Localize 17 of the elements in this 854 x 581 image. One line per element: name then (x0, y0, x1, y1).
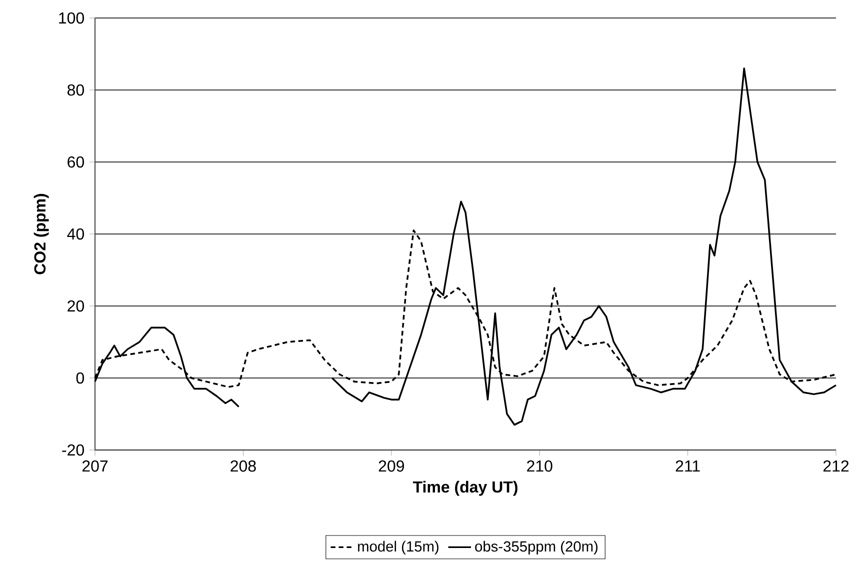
y-tick-label: 20 (68, 300, 84, 312)
x-tick-label: 207 (82, 460, 108, 472)
x-tick-label: 212 (823, 460, 849, 472)
legend-label: model (15m) (358, 540, 438, 555)
x-tick-label: 210 (527, 460, 552, 472)
y-tick-label: -20 (62, 444, 84, 456)
x-tick-label: 209 (378, 460, 404, 472)
y-tick-label: 80 (68, 84, 84, 96)
x-tick-label: 211 (676, 460, 700, 472)
legend-label: obs-355ppm (20m) (475, 540, 598, 555)
y-axis-title: CO2 (ppm) (34, 194, 49, 274)
y-tick-label: 60 (68, 156, 84, 168)
y-tick-label: 100 (59, 12, 84, 24)
y-tick-label: 40 (67, 228, 84, 240)
x-tick-label: 208 (230, 460, 256, 472)
x-axis-title: Time (day UT) (412, 480, 518, 496)
y-tick-label: 0 (76, 372, 84, 384)
